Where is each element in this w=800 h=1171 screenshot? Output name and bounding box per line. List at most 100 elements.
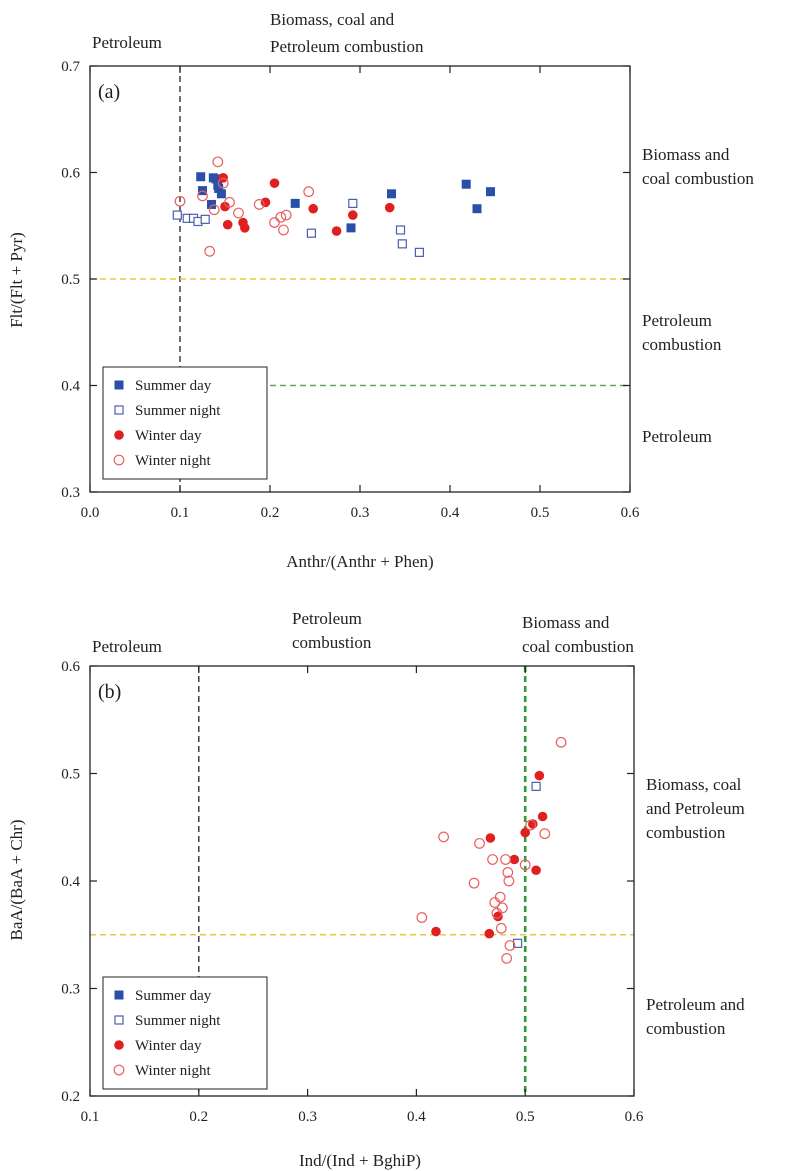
x-tick-label: 0.5 xyxy=(531,505,550,521)
data-point xyxy=(504,940,516,951)
x-axis-title: Ind/(Ind + BghiP) xyxy=(299,1151,421,1170)
y-tick-label: 0.4 xyxy=(61,874,80,890)
data-point xyxy=(240,223,250,233)
data-point xyxy=(278,224,289,236)
data-point xyxy=(275,211,287,223)
data-point xyxy=(207,199,216,209)
data-point xyxy=(503,875,515,887)
legend: Summer day Summer night Winter day Winter n… xyxy=(102,976,268,1090)
region-label: combustion xyxy=(642,335,722,354)
data-point xyxy=(496,902,508,914)
x-tick-label: 0.1 xyxy=(171,505,190,521)
region-label: Biomass and xyxy=(642,145,730,164)
x-axis-title: Anthr/(Anthr + Phen) xyxy=(286,552,433,571)
data-point xyxy=(217,177,229,189)
data-point xyxy=(461,179,471,189)
y-axis-title: BaA/(BaA + Chr) xyxy=(7,819,26,940)
region-label: combustion xyxy=(646,1019,726,1038)
region-label: coal combustion xyxy=(642,169,754,188)
region-label: and Petroleum xyxy=(646,799,745,818)
data-point xyxy=(487,854,498,865)
data-point xyxy=(431,926,441,937)
data-point xyxy=(539,828,551,840)
data-point xyxy=(416,912,428,923)
legend-label: Winter night xyxy=(135,1063,211,1079)
series-winter-day xyxy=(218,173,395,236)
region-label: Petroleum xyxy=(92,637,162,656)
data-point xyxy=(474,837,485,849)
legend-label: Summer day xyxy=(135,378,212,394)
region-label: coal combustion xyxy=(522,637,634,656)
legend-marker xyxy=(114,1015,124,1025)
legend-label: Winter night xyxy=(135,453,211,469)
legend-label: Winter day xyxy=(135,1038,202,1054)
data-point xyxy=(220,201,230,212)
data-point xyxy=(520,827,530,838)
data-point xyxy=(216,189,226,199)
series-winter-night xyxy=(174,156,315,257)
panel-label: (b) xyxy=(98,681,121,703)
data-point xyxy=(531,865,541,876)
data-point xyxy=(555,736,567,748)
legend-marker xyxy=(114,380,124,390)
data-point xyxy=(211,174,221,184)
data-point xyxy=(348,210,358,220)
region-label: Petroleum xyxy=(92,33,162,52)
y-axis-title: Flt/(Flt + Pyr) xyxy=(7,232,26,328)
x-tick-label: 0.3 xyxy=(298,1109,317,1125)
x-tick-label: 0.6 xyxy=(625,1109,644,1125)
legend-marker xyxy=(114,1040,124,1050)
data-point xyxy=(414,247,424,257)
x-tick-label: 0.4 xyxy=(441,505,460,521)
data-point xyxy=(308,203,319,214)
data-point xyxy=(197,190,208,202)
data-point xyxy=(233,207,244,219)
series-summer-night xyxy=(512,781,541,948)
series-winter-day xyxy=(431,770,548,939)
data-point xyxy=(397,239,407,249)
y-tick-label: 0.6 xyxy=(61,166,80,182)
data-point xyxy=(531,781,541,792)
data-point xyxy=(491,907,503,919)
data-point xyxy=(485,833,496,843)
data-point xyxy=(290,198,300,208)
x-tick-label: 0.2 xyxy=(261,505,280,521)
series-summer-night xyxy=(172,198,424,257)
data-point xyxy=(519,859,531,871)
x-tick-label: 0.3 xyxy=(351,505,370,521)
legend-marker xyxy=(114,990,124,1000)
data-point xyxy=(489,897,501,908)
y-tick-label: 0.2 xyxy=(61,1089,80,1105)
data-point xyxy=(208,204,220,216)
data-point xyxy=(346,223,356,233)
legend-marker xyxy=(113,1064,125,1076)
data-point xyxy=(212,156,224,168)
panel-a: 0.0 0.1 0.2 0.3 0.4 0.5 0.6 0.3 0.4 0.5 0.6 0.7 Anth… xyxy=(7,10,754,571)
legend-label: Winter day xyxy=(135,428,202,444)
data-point xyxy=(512,938,523,948)
region-label: Petroleum xyxy=(642,311,712,330)
data-point xyxy=(468,877,480,889)
legend-box xyxy=(102,366,268,480)
region-label: Biomass, coal xyxy=(646,775,742,794)
legend-marker xyxy=(114,405,124,415)
data-point xyxy=(438,831,450,843)
data-point xyxy=(495,922,507,934)
legend-label: Summer night xyxy=(135,403,221,419)
data-point xyxy=(214,183,224,193)
region-label: Biomass and xyxy=(522,613,610,632)
data-point xyxy=(172,210,182,220)
legend-marker xyxy=(114,430,124,440)
data-point xyxy=(384,202,395,213)
data-point xyxy=(500,854,512,865)
legend-label: Summer day xyxy=(135,988,212,1004)
panel-b: 0.1 0.2 0.3 0.4 0.5 0.60.20.30.40.50.6Ind/(In… xyxy=(7,609,745,1170)
data-point xyxy=(509,854,520,865)
x-tick-label: 0.2 xyxy=(189,1109,208,1125)
data-point xyxy=(174,195,186,207)
data-point xyxy=(200,214,210,224)
data-point xyxy=(253,199,265,210)
data-point xyxy=(534,770,545,781)
legend: Summer day Summer night Winter day Winter n… xyxy=(102,366,268,480)
